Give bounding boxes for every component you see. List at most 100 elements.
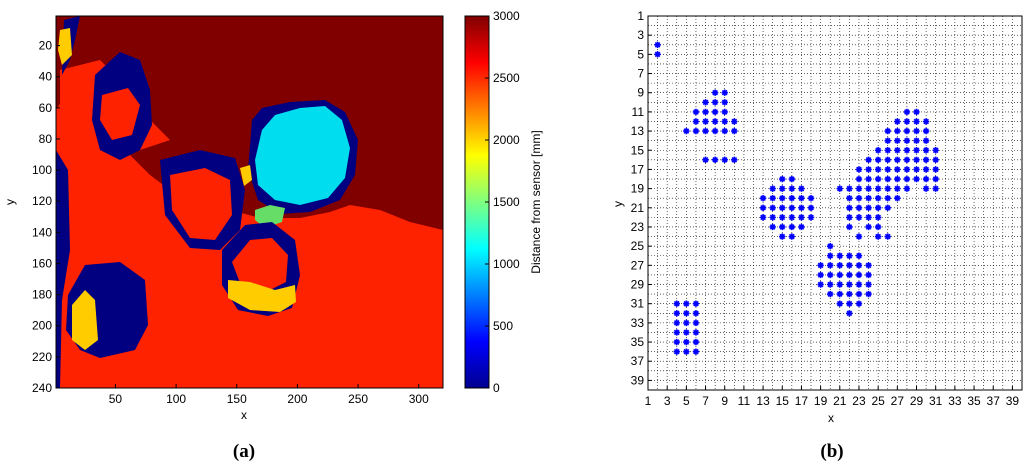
scatter-point bbox=[874, 223, 882, 231]
colorbar-label: Distance from sensor [mm] bbox=[529, 130, 543, 273]
scatter-point bbox=[692, 118, 700, 125]
scatter-point bbox=[874, 147, 882, 154]
x-tick-label-b: 29 bbox=[910, 394, 924, 408]
scatter-point bbox=[932, 147, 939, 154]
scatter-point bbox=[779, 175, 786, 183]
scatter-point bbox=[836, 271, 843, 279]
scatter-point bbox=[788, 195, 796, 202]
y-axis-label-a: y bbox=[3, 199, 17, 205]
scatter-point bbox=[827, 242, 834, 250]
y-tick-label-b: 19 bbox=[631, 182, 645, 196]
y-tick-label-b: 5 bbox=[637, 47, 644, 61]
scatter-point bbox=[894, 175, 901, 183]
y-tick-label-b: 11 bbox=[632, 105, 645, 119]
left-shadow-strip bbox=[56, 150, 70, 388]
scatter-point bbox=[731, 127, 738, 135]
scatter-point bbox=[855, 204, 863, 211]
y-tick-label-b: 37 bbox=[631, 354, 645, 368]
scatter-point bbox=[692, 310, 700, 317]
object-lower-center-yellow bbox=[228, 280, 296, 312]
scatter-point bbox=[711, 127, 719, 135]
scatter-point bbox=[903, 108, 911, 116]
scatter-point bbox=[846, 262, 853, 269]
scatter-point bbox=[846, 281, 853, 288]
scatter-point bbox=[779, 195, 786, 202]
scatter-point bbox=[874, 214, 882, 221]
colorbar-tick-label: 1500 bbox=[493, 195, 520, 209]
x-tick-label-b: 21 bbox=[833, 394, 847, 408]
scatter-point bbox=[683, 329, 690, 336]
y-tick-label-b: 35 bbox=[631, 335, 645, 349]
scatter-point bbox=[692, 319, 700, 327]
scatter-point bbox=[865, 185, 872, 192]
scatter-point bbox=[788, 233, 796, 240]
scatter-point bbox=[673, 319, 680, 327]
scatter-point bbox=[683, 319, 690, 327]
caption-a-letter: a bbox=[239, 441, 249, 462]
scatter-point bbox=[759, 214, 767, 221]
x-ticks-a: 50 100 150 200 250 300 bbox=[109, 384, 429, 406]
scatter-point bbox=[692, 127, 700, 135]
scatter-point bbox=[721, 127, 728, 135]
scatter-point bbox=[922, 166, 930, 173]
scatter-point bbox=[769, 195, 776, 202]
scatter-point bbox=[788, 185, 796, 192]
colorbar-tick-label: 1000 bbox=[493, 257, 520, 271]
x-tick-label-b: 17 bbox=[795, 394, 809, 408]
y-tick-label-b: 17 bbox=[631, 162, 645, 176]
object-center-core bbox=[170, 168, 232, 240]
scatter-point bbox=[846, 290, 853, 298]
plot-frame-b bbox=[647, 15, 1023, 391]
scatter-point bbox=[855, 166, 863, 173]
x-tick-label-b: 3 bbox=[664, 394, 671, 408]
scatter-point bbox=[855, 281, 863, 288]
scatter-point bbox=[884, 185, 891, 192]
scatter-point bbox=[865, 262, 872, 269]
scatter-point bbox=[807, 214, 815, 221]
scatter-point bbox=[721, 108, 728, 116]
scatter-point bbox=[788, 175, 796, 183]
y-tick-label-b: 15 bbox=[631, 143, 645, 157]
scatter-point bbox=[788, 204, 796, 211]
depth-image bbox=[56, 16, 443, 388]
scatter-point bbox=[894, 137, 901, 144]
scatter-point bbox=[692, 348, 700, 355]
scatter-point bbox=[779, 185, 786, 192]
object-yellow-center-left bbox=[240, 165, 252, 186]
scatter-point bbox=[922, 118, 930, 125]
scatter-point bbox=[836, 262, 843, 269]
scatter-point bbox=[884, 233, 891, 240]
scatter-point bbox=[884, 204, 891, 211]
scatter-point bbox=[702, 118, 709, 125]
scatter-point bbox=[913, 108, 920, 116]
y-tick-label-b: 7 bbox=[637, 67, 644, 81]
scatter-point bbox=[683, 300, 690, 307]
y-tick-label-b: 27 bbox=[631, 258, 645, 272]
scatter-point bbox=[913, 147, 920, 154]
scatter-point bbox=[807, 195, 815, 202]
scatter-point bbox=[865, 156, 872, 164]
x-tick-label-a: 300 bbox=[409, 392, 429, 406]
x-tick-label-a: 250 bbox=[348, 392, 368, 406]
x-tick-label-b: 5 bbox=[683, 394, 690, 408]
scatter-point bbox=[903, 118, 911, 125]
x-ticks-b: 1 3 5 7 9 11 13 15 17 19 21 23 25 27 29 31 33 35 37 39 bbox=[645, 386, 1019, 408]
scatter-point bbox=[855, 300, 863, 307]
scatter-point bbox=[855, 214, 863, 221]
scatter-point bbox=[846, 214, 853, 221]
colorbar-tick-label: 0 bbox=[493, 381, 500, 395]
x-tick-label-a: 50 bbox=[109, 392, 123, 406]
scatter-point bbox=[903, 137, 911, 144]
scatter-point bbox=[865, 175, 872, 183]
scatter-point bbox=[884, 166, 891, 173]
scatter-point bbox=[903, 147, 911, 154]
y-tick-label-b: 9 bbox=[637, 86, 644, 100]
colorbar-tick-label: 2000 bbox=[493, 133, 520, 147]
scatter-point bbox=[798, 185, 805, 192]
x-tick-label-b: 25 bbox=[871, 394, 885, 408]
x-axis-label-a: x bbox=[241, 408, 247, 422]
scatter-point bbox=[932, 185, 939, 192]
scatter-point bbox=[932, 175, 939, 183]
y-axis-label-b: y bbox=[611, 201, 625, 207]
scatter-point bbox=[769, 223, 776, 231]
